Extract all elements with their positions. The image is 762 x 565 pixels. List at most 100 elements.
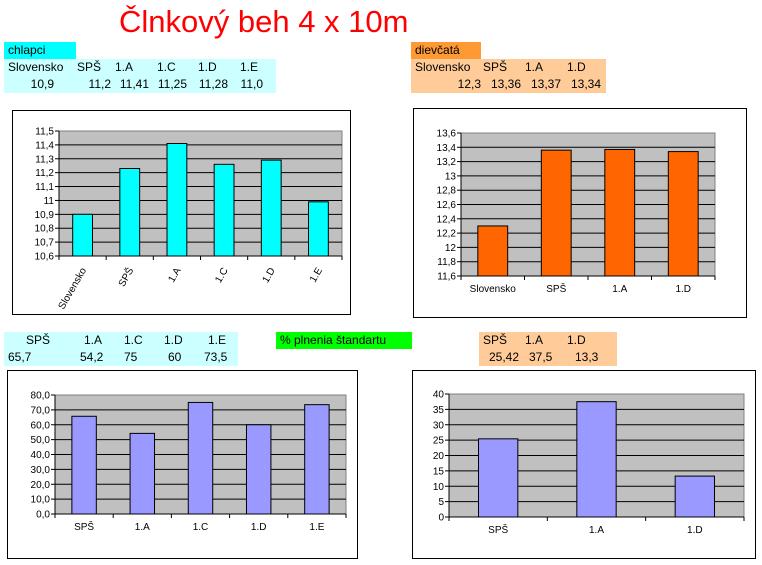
- boys-pct-header-cell: 1.E: [208, 333, 227, 347]
- y-tick-label: 80,0: [31, 391, 51, 402]
- y-tick-label: 11,4: [35, 140, 54, 151]
- y-tick-label: 10,7: [35, 238, 55, 249]
- y-tick-label: 12,4: [437, 214, 457, 225]
- y-tick-label: 70,0: [31, 405, 51, 416]
- y-tick-label: 10,6: [35, 252, 55, 263]
- bar: [540, 149, 572, 277]
- bar: [245, 424, 272, 515]
- x-tick-label: 1.A: [589, 525, 604, 536]
- x-tick-label: 1.A: [135, 522, 150, 533]
- girls-pct-header: SPŠ 1.A 1.D: [479, 332, 617, 349]
- y-tick-label: 11,6: [437, 272, 456, 283]
- boys-pct-value-cell: 75: [124, 350, 138, 364]
- x-tick-label: SPŠ: [546, 282, 566, 295]
- boys-time-chart-svg: 10,6 10,7 10,8 10,9 11 11,1 11,2 11,3 11,4 11,5 Sl…: [35, 127, 343, 312]
- girls-value-cell: 12,3: [457, 77, 481, 91]
- y-tick-label: 25: [433, 436, 445, 447]
- y-tick-label: 10,8: [35, 224, 55, 235]
- bar: [478, 438, 519, 518]
- y-tick-label: 35: [433, 405, 445, 416]
- girls-label: dievčatá: [411, 42, 481, 59]
- girls-time-chart: 11,6 11,8 12 12,2 12,4 12,6 12,8 13 13,2 13,4 13,6…: [413, 108, 747, 318]
- girls-value-cell: 13,36: [490, 77, 521, 91]
- x-tick-label: 1.E: [308, 266, 325, 285]
- girls-header-cell: SPŠ: [483, 60, 508, 74]
- y-tick-label: 40: [433, 390, 445, 401]
- boys-pct-header-cell: 1.C: [124, 333, 143, 347]
- girls-pct-value-cell: 13,3: [575, 350, 599, 364]
- girls-value-cell: 13,37: [530, 77, 561, 91]
- y-tick-label: 13,6: [437, 129, 457, 140]
- boys-label: chlapci: [4, 42, 76, 59]
- girls-header-cell: Slovensko: [415, 60, 471, 74]
- boys-header-cell: 1.C: [157, 60, 176, 74]
- bar: [604, 148, 636, 277]
- boys-table-header: Slovensko SPŠ 1.A 1.C 1.D 1.E: [4, 59, 276, 76]
- boys-value-cell: 11,28: [198, 77, 228, 91]
- y-tick-label: 11,5: [35, 127, 54, 138]
- boys-header-cell: 1.D: [198, 60, 217, 74]
- bar: [166, 143, 188, 257]
- plot-area: [58, 130, 343, 257]
- bar: [129, 432, 156, 515]
- y-tick-label: 12,8: [437, 186, 457, 197]
- bar: [119, 168, 141, 257]
- boys-header-cell: 1.A: [115, 60, 134, 74]
- y-tick-label: 40,0: [31, 450, 51, 461]
- x-tick-label: 1.E: [309, 522, 324, 533]
- boys-value-cell: 11,2: [88, 77, 111, 91]
- boys-pct-header: SPŠ 1.A 1.C 1.D 1.E: [4, 332, 238, 349]
- bar: [667, 151, 699, 277]
- y-tick-label: 12: [445, 243, 457, 254]
- bar: [213, 163, 235, 257]
- bar: [187, 401, 214, 515]
- y-tick-label: 10,0: [31, 495, 51, 506]
- boys-pct-header-cell: 1.A: [84, 333, 103, 347]
- y-tick-label: 20: [433, 451, 445, 462]
- boys-value-cell: 11,25: [157, 77, 187, 91]
- y-tick-label: 12,6: [437, 200, 457, 211]
- girls-header-cell: 1.D: [567, 60, 586, 74]
- y-tick-label: 11,1: [35, 182, 54, 193]
- bar: [72, 213, 93, 257]
- girls-pct-chart: 0 5 10 15 20 25 30 35 40 SPŠ 1.A 1.D: [412, 370, 756, 559]
- boys-pct-value-cell: 73,5: [204, 350, 228, 364]
- y-tick-label: 0,0: [36, 510, 50, 521]
- y-tick-label: 11,8: [437, 257, 456, 268]
- girls-pct-table: SPŠ 1.A 1.D 25,42 37,5 13,3: [479, 332, 617, 366]
- y-tick-label: 60,0: [31, 420, 51, 431]
- x-tick-label: 1.D: [261, 266, 278, 285]
- y-tick-label: 11: [44, 196, 55, 207]
- x-tick-label: 1.D: [687, 525, 703, 536]
- y-tick-label: 13: [445, 171, 457, 182]
- standard-label: % plnenia štandartu: [276, 332, 412, 349]
- boys-pct-value-cell: 65,7: [8, 350, 32, 364]
- bar: [71, 415, 97, 515]
- boys-pct-chart-svg: 0,0 10,0 20,0 30,0 40,0 50,0 60,0 70,0 80,0 SPŠ 1.…: [31, 391, 347, 533]
- boys-pct-values: 65,7 54,2 75 60 73,5: [4, 349, 238, 366]
- boys-pct-value-cell: 54,2: [80, 350, 104, 364]
- y-tick-label: 0: [438, 513, 444, 524]
- bar: [477, 225, 509, 277]
- girls-pct-values: 25,42 37,5 13,3: [479, 349, 617, 366]
- y-tick-label: 12,2: [437, 229, 457, 240]
- girls-table: Slovensko SPŠ 1.A 1.D 12,3 13,36 13,37 1…: [411, 59, 606, 93]
- y-tick-label: 5: [438, 497, 444, 508]
- bar: [674, 475, 715, 518]
- x-tick-label: 1.D: [675, 284, 691, 295]
- x-tick-label: 1.C: [213, 266, 230, 285]
- y-tick-label: 13,4: [437, 143, 457, 154]
- x-tick-label: 1.C: [193, 522, 209, 533]
- boys-pct-header-cell: 1.D: [164, 333, 183, 347]
- y-tick-label: 50,0: [31, 435, 51, 446]
- x-tick-label: 1.A: [612, 284, 627, 295]
- boys-header-cell: SPŠ: [77, 60, 102, 74]
- girls-pct-value-cell: 25,42: [489, 350, 520, 364]
- x-tick-label: 1.A: [166, 266, 183, 285]
- boys-value-cell: 11,0: [240, 77, 263, 91]
- y-tick-label: 30: [433, 420, 445, 431]
- x-tick-label: Slovensko: [57, 266, 90, 312]
- girls-pct-value-cell: 37,5: [529, 350, 553, 364]
- girls-pct-chart-svg: 0 5 10 15 20 25 30 35 40 SPŠ 1.A 1.D: [433, 390, 745, 536]
- bar: [304, 404, 330, 515]
